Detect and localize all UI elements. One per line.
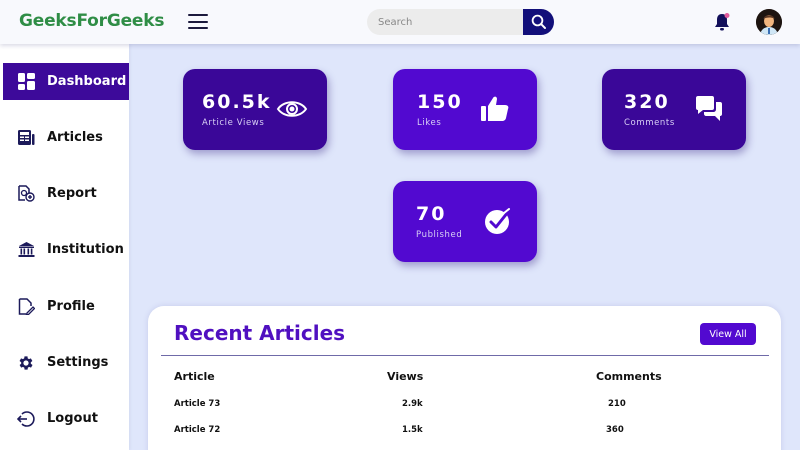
eye-icon [276,93,308,125]
stat-value: 320 [624,91,670,113]
cell-comments: 210 [608,399,626,409]
dashboard-icon [17,73,35,91]
divider [161,355,769,356]
sidebar-item-label: Logout [47,411,98,426]
articles-icon [17,129,35,147]
sidebar-item-profile[interactable]: Profile [3,288,129,325]
user-avatar[interactable] [756,9,782,35]
check-circle-icon [482,205,514,237]
stat-label: Comments [624,118,675,128]
sidebar-item-label: Articles [47,130,103,145]
comments-icon [693,93,725,125]
search-bar [367,9,554,35]
search-icon [531,14,546,29]
logo[interactable]: GeeksForGeeks [19,11,165,31]
report-icon [17,185,35,203]
column-header-views: Views [387,370,424,383]
bell-icon [715,13,730,31]
cell-article: Article 73 [174,399,221,409]
column-header-comments: Comments [596,370,662,383]
institution-icon [17,241,35,259]
profile-icon [17,298,35,316]
thumbs-up-icon [479,93,511,125]
stat-card-article-views[interactable]: 60.5k Article Views [183,69,327,150]
sidebar-item-logout[interactable]: Logout [3,400,129,437]
stat-value: 70 [416,203,447,225]
recent-articles-panel: Recent Articles View All Article Views C… [148,306,781,450]
stat-label: Article Views [202,118,265,128]
sidebar-item-label: Profile [47,299,95,314]
cell-views: 2.9k [402,399,423,409]
sidebar-item-label: Dashboard [47,74,127,89]
sidebar-item-label: Report [47,186,97,201]
search-input[interactable] [367,9,537,35]
view-all-button[interactable]: View All [700,323,756,345]
stat-card-likes[interactable]: 150 Likes [393,69,537,150]
sidebar-item-institution[interactable]: Institution [3,231,129,268]
gear-icon [17,354,35,372]
sidebar: Dashboard Articles Report Institution Pr… [0,44,129,450]
cell-comments: 360 [606,425,624,435]
sidebar-item-report[interactable]: Report [3,175,129,212]
stat-value: 150 [417,91,463,113]
cell-article: Article 72 [174,425,221,435]
sidebar-item-articles[interactable]: Articles [3,119,129,156]
hamburger-menu-icon[interactable] [188,14,208,30]
avatar-icon [756,9,782,35]
stat-value: 60.5k [202,91,272,113]
sidebar-item-label: Institution [47,242,124,257]
panel-title: Recent Articles [174,321,346,345]
column-header-article: Article [174,370,215,383]
stat-card-comments[interactable]: 320 Comments [602,69,746,150]
sidebar-item-dashboard[interactable]: Dashboard [3,63,129,100]
stat-label: Published [416,230,463,240]
logout-icon [17,410,35,428]
sidebar-item-settings[interactable]: Settings [3,344,129,381]
sidebar-item-label: Settings [47,355,109,370]
top-header: GeeksForGeeks [0,0,800,44]
stat-label: Likes [417,118,442,128]
notification-bell-button[interactable] [713,12,731,32]
search-button[interactable] [523,9,554,35]
cell-views: 1.5k [402,425,423,435]
stat-card-published[interactable]: 70 Published [393,181,537,262]
